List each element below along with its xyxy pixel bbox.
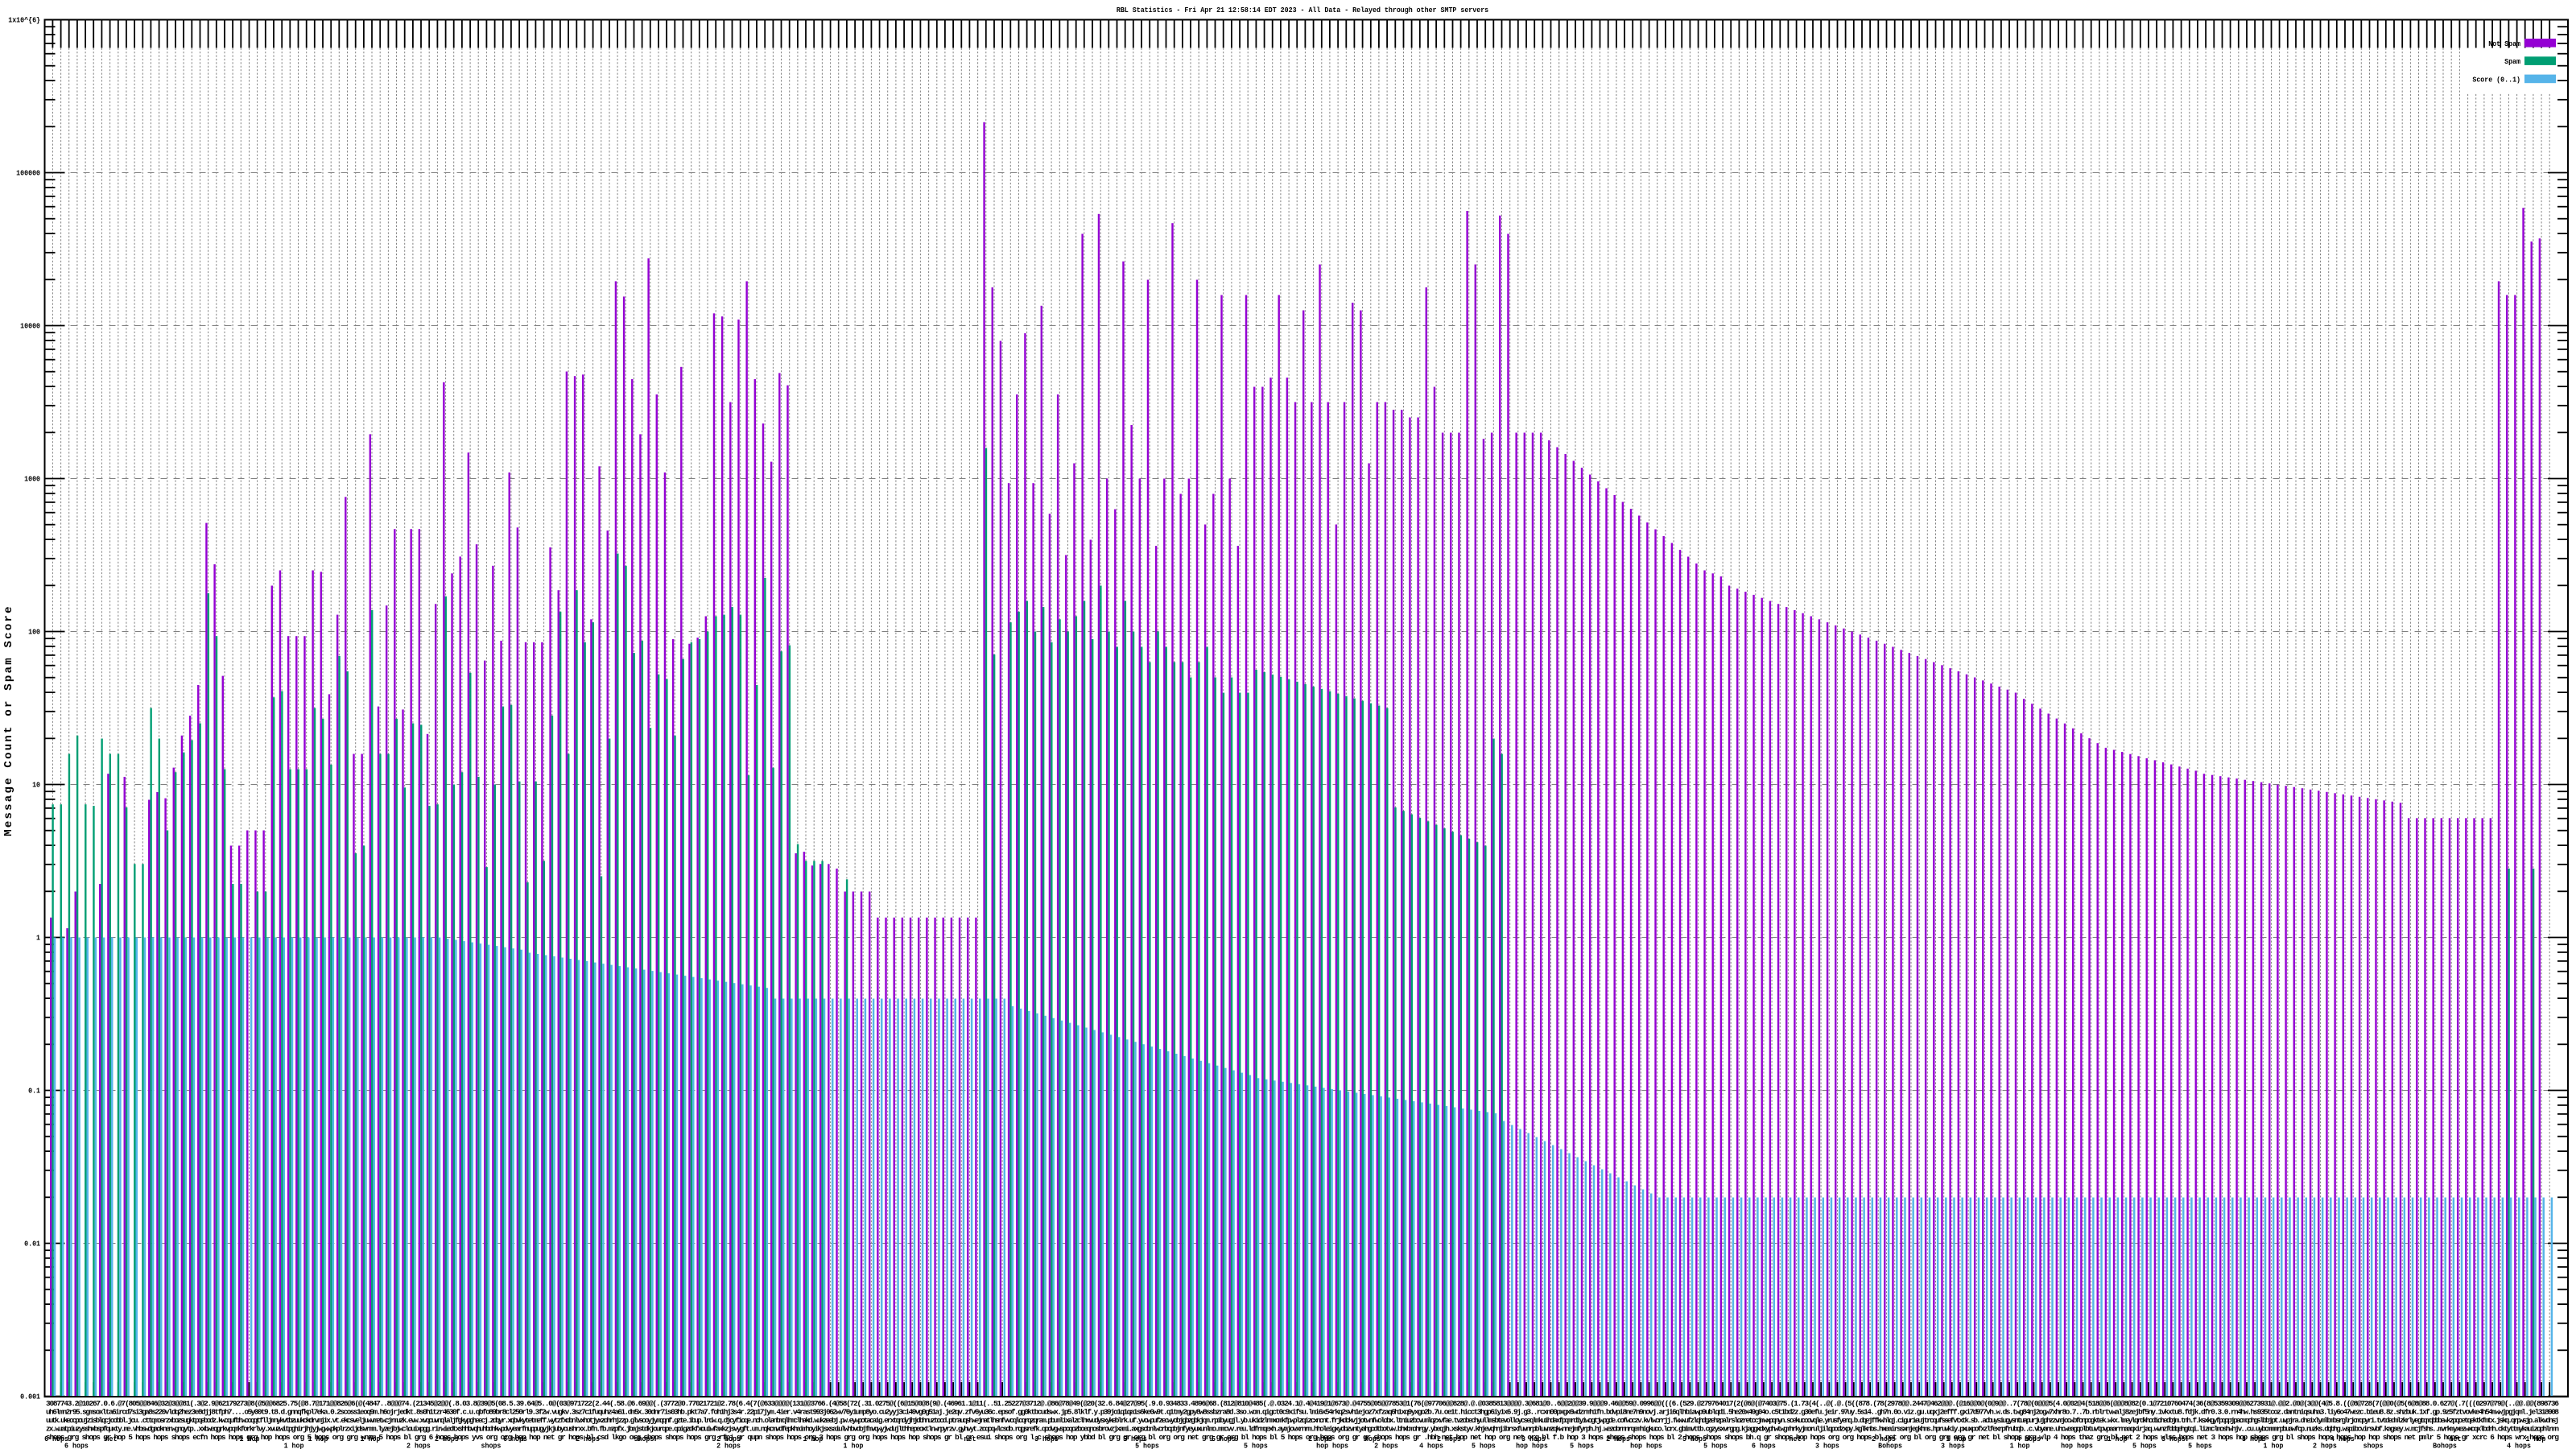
svg-text:6 hops: 6 hops xyxy=(64,1442,89,1449)
svg-text:net: net xyxy=(2450,1435,2462,1444)
svg-text:Message Count or Spam Score: Message Count or Spam Score xyxy=(2,605,15,836)
svg-text:hop hops: hop hops xyxy=(1630,1442,1662,1449)
svg-text:1: 1 xyxy=(36,934,40,943)
svg-text:shops: shops xyxy=(481,1442,502,1449)
svg-text:5 hops: 5 hops xyxy=(1244,1442,1268,1449)
svg-text:net: net xyxy=(964,1435,976,1444)
svg-text:1000: 1000 xyxy=(24,475,40,484)
svg-text:0.1: 0.1 xyxy=(28,1087,40,1096)
svg-text:0.01: 0.01 xyxy=(24,1240,40,1249)
svg-text:zx.wuatpiuzysshxbspfquxty.me.v: zx.wuatpiuzysshxbspfquxty.me.vhbswdgaokn… xyxy=(46,1425,2559,1434)
svg-text:4 hops: 4 hops xyxy=(2330,1435,2355,1444)
svg-text:Bohops: Bohops xyxy=(1878,1442,1902,1449)
svg-text:5 hops: 5 hops xyxy=(1703,1442,1728,1449)
svg-text:2 hops: 2 hops xyxy=(435,1435,459,1444)
svg-text:hops: hops xyxy=(1364,1435,1381,1444)
svg-text:RBL Statistics - Fri Apr 21 12: RBL Statistics - Fri Apr 21 12:58:14 EDT… xyxy=(1117,6,1488,15)
svg-text:3 hops: 3 hops xyxy=(1034,1435,1059,1444)
svg-text:shops: shops xyxy=(2363,1442,2384,1449)
svg-text:4 hops: 4 hops xyxy=(2507,1442,2531,1449)
svg-text:Spam: Spam xyxy=(2504,58,2520,67)
svg-text:2 hops: 2 hops xyxy=(407,1442,431,1449)
svg-text:3 hops: 3 hops xyxy=(1941,1442,1965,1449)
svg-text:2 hops: 2 hops xyxy=(1374,1442,1398,1449)
svg-text:1 hop: 1 hop xyxy=(240,1435,260,1444)
svg-text:5 hops: 5 hops xyxy=(1212,1435,1236,1444)
svg-text:Not Spam: Not Spam xyxy=(2488,39,2520,48)
svg-text:1 hop: 1 hop xyxy=(844,1442,864,1449)
svg-text:5 hops: 5 hops xyxy=(1682,1435,1707,1444)
svg-text:5 hops: 5 hops xyxy=(1570,1442,1594,1449)
svg-text:Bohops: Bohops xyxy=(2433,1442,2457,1449)
svg-text:2 hops: 2 hops xyxy=(1606,1435,1630,1444)
svg-text:3 hops: 3 hops xyxy=(1521,1435,1546,1444)
svg-text:2 hops: 2 hops xyxy=(2313,1442,2337,1449)
svg-text:1 hop: 1 hop xyxy=(2526,1435,2546,1444)
svg-text:1 hop: 1 hop xyxy=(308,1435,328,1444)
svg-text:hop hops: hop hops xyxy=(1316,1442,1348,1449)
svg-text:1 hop: 1 hop xyxy=(2010,1442,2030,1449)
svg-text:2 hops: 2 hops xyxy=(1308,1435,1332,1444)
svg-text:2 hops: 2 hops xyxy=(1872,1435,1896,1444)
svg-text:6 hops: 6 hops xyxy=(1752,1442,1776,1449)
svg-text:10: 10 xyxy=(32,781,40,790)
svg-text:3 hops: 3 hops xyxy=(2161,1435,2186,1444)
svg-text:100000: 100000 xyxy=(16,169,40,178)
svg-text:Score (0..1): Score (0..1) xyxy=(2472,76,2520,85)
svg-text:2 hops: 2 hops xyxy=(716,1442,741,1449)
svg-text:6 hops: 6 hops xyxy=(44,1435,68,1444)
svg-text:6 hops: 6 hops xyxy=(503,1435,527,1444)
svg-text:hop hops: hop hops xyxy=(2061,1442,2093,1449)
svg-text:2 hops: 2 hops xyxy=(1437,1435,1461,1444)
svg-text:net: net xyxy=(1790,1435,1802,1444)
svg-text:3 hops: 3 hops xyxy=(2242,1435,2266,1444)
svg-text:shops: shops xyxy=(634,1435,654,1444)
svg-text:10000: 10000 xyxy=(20,322,40,331)
svg-text:3 hops: 3 hops xyxy=(1815,1442,1839,1449)
svg-text:4 hops: 4 hops xyxy=(2017,1435,2041,1444)
svg-text:3087743.2@10267.0.6.@7(805@@84: 3087743.2@10267.0.6.@7(805@@846@32@3@@81… xyxy=(46,1399,2559,1408)
svg-text:5 hops: 5 hops xyxy=(2132,1442,2157,1449)
svg-text:uh6lmn2r95.sgmsoxlta6ircd7si3g: uh6lmn2r95.sgmsoxlta6ircd7si3ga8s220vldq… xyxy=(46,1408,2559,1417)
svg-text:5 hops: 5 hops xyxy=(1123,1435,1147,1444)
svg-text:5 hops: 5 hops xyxy=(1472,1442,1496,1449)
svg-text:2 hops: 2 hops xyxy=(716,1435,741,1444)
svg-text:2 hops: 2 hops xyxy=(576,1435,600,1444)
svg-text:1 hop: 1 hop xyxy=(284,1442,304,1449)
svg-text:1x10^{6}: 1x10^{6} xyxy=(8,16,40,25)
svg-text:0.001: 0.001 xyxy=(20,1393,40,1402)
svg-text:5 hops: 5 hops xyxy=(2188,1442,2212,1449)
svg-text:4 hops: 4 hops xyxy=(1419,1442,1443,1449)
svg-text:100: 100 xyxy=(28,628,40,637)
svg-text:shops grg shops gr hop 5 hops: shops grg shops gr hop 5 hops hops shops… xyxy=(46,1433,2559,1442)
svg-text:1 hop: 1 hop xyxy=(1946,1435,1967,1444)
svg-text:net: net xyxy=(105,1435,118,1444)
svg-text:1 hop: 1 hop xyxy=(2107,1435,2128,1444)
svg-text:1 hop: 1 hop xyxy=(2264,1442,2284,1449)
svg-text:hop hops: hop hops xyxy=(1516,1442,1548,1449)
svg-text:uutk.ukeocpoujzisblqcjoobbl.jc: uutk.ukeocpoujzisblqcjoobbl.jcu..cttqmos… xyxy=(46,1416,2559,1425)
svg-text:1 hop: 1 hop xyxy=(361,1435,381,1444)
svg-text:1 hop: 1 hop xyxy=(803,1435,824,1444)
svg-text:5 hops: 5 hops xyxy=(1135,1442,1159,1449)
